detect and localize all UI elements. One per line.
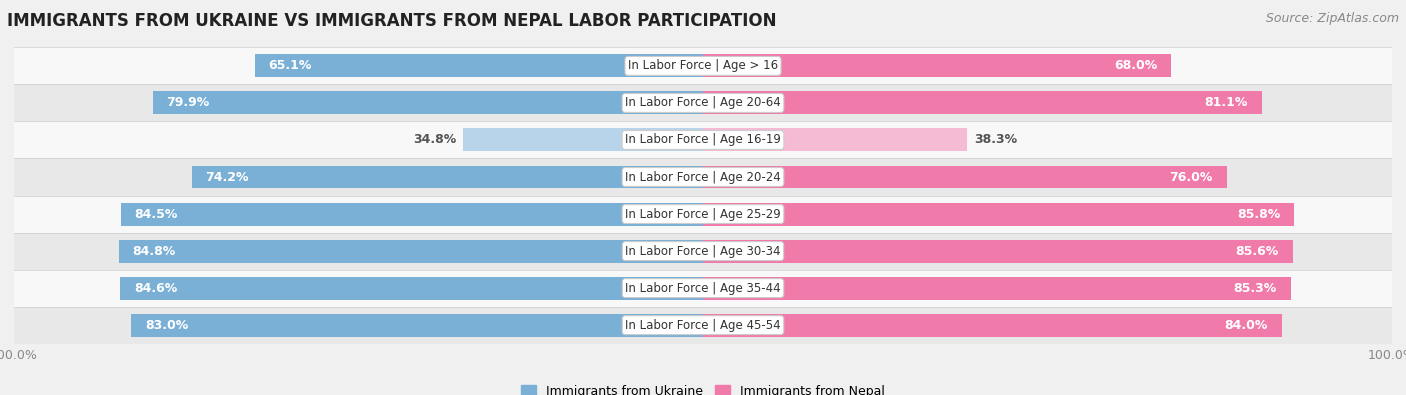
Bar bbox=[191, 166, 703, 188]
Text: 84.0%: 84.0% bbox=[1225, 319, 1268, 332]
Text: 74.2%: 74.2% bbox=[205, 171, 249, 184]
Bar bbox=[703, 203, 1294, 226]
Text: 38.3%: 38.3% bbox=[974, 134, 1017, 147]
Bar bbox=[703, 92, 1261, 115]
Text: In Labor Force | Age 35-44: In Labor Force | Age 35-44 bbox=[626, 282, 780, 295]
Text: In Labor Force | Age > 16: In Labor Force | Age > 16 bbox=[628, 59, 778, 72]
Bar bbox=[120, 276, 703, 299]
Bar bbox=[152, 92, 703, 115]
Bar bbox=[703, 128, 967, 151]
Bar bbox=[14, 233, 1392, 269]
Bar bbox=[703, 55, 1171, 77]
Text: 84.8%: 84.8% bbox=[132, 245, 176, 258]
Text: 83.0%: 83.0% bbox=[145, 319, 188, 332]
Bar bbox=[131, 314, 703, 337]
Text: In Labor Force | Age 20-64: In Labor Force | Age 20-64 bbox=[626, 96, 780, 109]
Text: 79.9%: 79.9% bbox=[166, 96, 209, 109]
Bar bbox=[14, 158, 1392, 196]
Text: In Labor Force | Age 45-54: In Labor Force | Age 45-54 bbox=[626, 319, 780, 332]
Bar bbox=[14, 121, 1392, 158]
Bar bbox=[14, 47, 1392, 85]
Text: 81.1%: 81.1% bbox=[1205, 96, 1249, 109]
Text: 85.6%: 85.6% bbox=[1236, 245, 1279, 258]
Bar bbox=[463, 128, 703, 151]
Text: 85.8%: 85.8% bbox=[1237, 207, 1281, 220]
Bar bbox=[14, 307, 1392, 344]
Bar bbox=[14, 85, 1392, 121]
Text: In Labor Force | Age 16-19: In Labor Force | Age 16-19 bbox=[626, 134, 780, 147]
Text: 65.1%: 65.1% bbox=[269, 59, 312, 72]
Text: 34.8%: 34.8% bbox=[413, 134, 457, 147]
Text: 68.0%: 68.0% bbox=[1115, 59, 1157, 72]
Bar bbox=[703, 240, 1292, 263]
Text: Source: ZipAtlas.com: Source: ZipAtlas.com bbox=[1265, 12, 1399, 25]
Bar bbox=[703, 314, 1282, 337]
Text: In Labor Force | Age 30-34: In Labor Force | Age 30-34 bbox=[626, 245, 780, 258]
Bar bbox=[14, 196, 1392, 233]
Text: In Labor Force | Age 20-24: In Labor Force | Age 20-24 bbox=[626, 171, 780, 184]
Bar bbox=[703, 166, 1226, 188]
Bar bbox=[703, 276, 1291, 299]
Bar bbox=[14, 269, 1392, 307]
Text: 76.0%: 76.0% bbox=[1170, 171, 1213, 184]
Legend: Immigrants from Ukraine, Immigrants from Nepal: Immigrants from Ukraine, Immigrants from… bbox=[516, 380, 890, 395]
Text: 85.3%: 85.3% bbox=[1233, 282, 1277, 295]
Text: 84.6%: 84.6% bbox=[134, 282, 177, 295]
Bar bbox=[254, 55, 703, 77]
Bar bbox=[118, 240, 703, 263]
Bar bbox=[121, 203, 703, 226]
Text: 84.5%: 84.5% bbox=[135, 207, 179, 220]
Text: In Labor Force | Age 25-29: In Labor Force | Age 25-29 bbox=[626, 207, 780, 220]
Text: IMMIGRANTS FROM UKRAINE VS IMMIGRANTS FROM NEPAL LABOR PARTICIPATION: IMMIGRANTS FROM UKRAINE VS IMMIGRANTS FR… bbox=[7, 12, 776, 30]
